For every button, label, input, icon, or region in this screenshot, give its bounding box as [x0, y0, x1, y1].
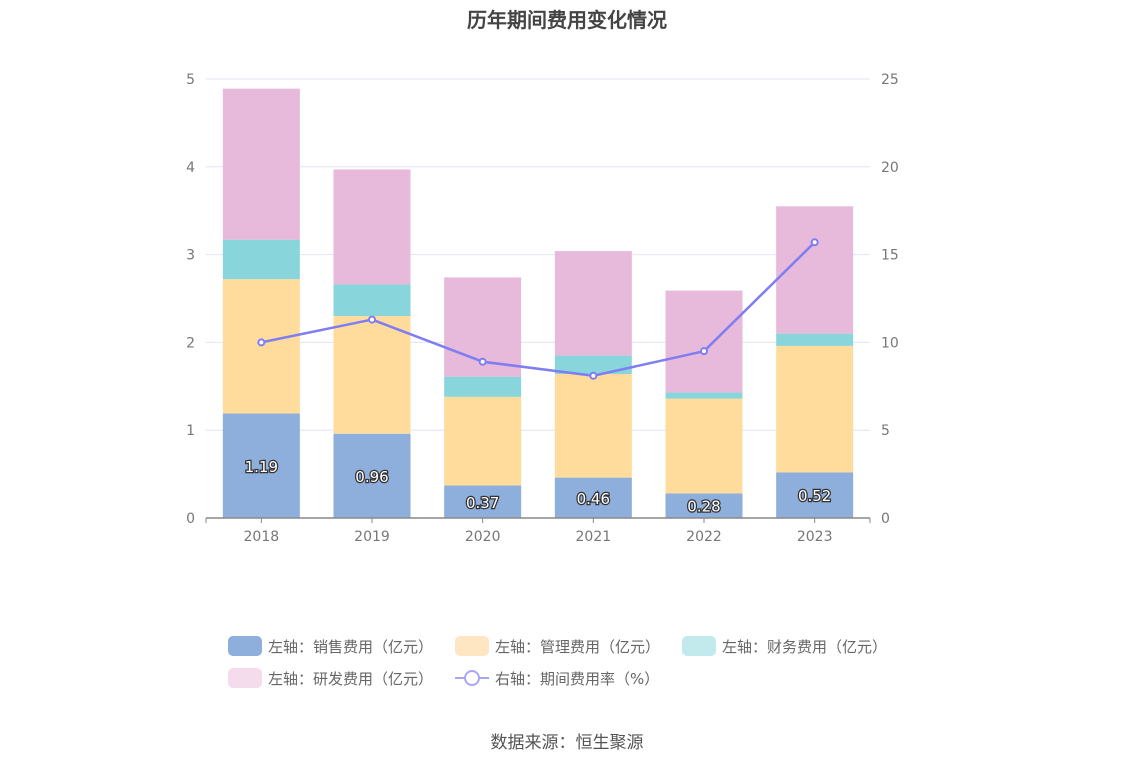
legend-item-admin[interactable]: 左轴：管理费用（亿元）: [455, 636, 660, 657]
y-right-tick-label: 10: [881, 335, 899, 351]
y-left-tick-label: 0: [186, 511, 195, 527]
bar-segment: [333, 316, 411, 434]
y-left-tick-label: 1: [186, 423, 195, 439]
y-right-tick-label: 20: [881, 160, 899, 176]
y-left-tick-label: 3: [186, 248, 195, 264]
legend: 左轴：销售费用（亿元） 左轴：管理费用（亿元） 左轴：财务费用（亿元） 左轴：研…: [228, 630, 928, 694]
bar-data-label: 0.46: [577, 490, 610, 508]
bar-segment: [665, 493, 743, 518]
legend-label-finance: 左轴：财务费用（亿元）: [722, 637, 888, 656]
y-left-tick-label: 5: [186, 72, 195, 88]
x-tick-label: 2022: [686, 529, 722, 545]
expense-ratio-point: [810, 238, 819, 247]
bar-segment: [222, 239, 300, 280]
legend-swatch-admin: [455, 636, 490, 656]
bar-segment: [444, 396, 522, 486]
legend-swatch-finance: [682, 636, 717, 656]
y-right-tick-label: 25: [881, 72, 899, 88]
legend-label-rnd: 左轴：研发费用（亿元）: [268, 669, 434, 688]
expense-ratio-line: [261, 241, 816, 378]
x-tick-label: 2019: [354, 529, 390, 545]
bar-segment: [444, 485, 522, 518]
bar-segment: [333, 169, 411, 285]
bar-segment: [665, 392, 743, 399]
legend-line-icon: [455, 668, 490, 688]
x-tick-label: 2020: [465, 529, 501, 545]
x-tick-label: 2018: [244, 529, 280, 545]
bar-data-label: 0.28: [687, 498, 720, 516]
y-right-tick-label: 0: [881, 511, 890, 527]
y-right-tick-label: 5: [881, 423, 890, 439]
y-right-tick-label: 15: [881, 248, 899, 264]
bar-data-label: 0.96: [355, 468, 388, 486]
legend-item-sales[interactable]: 左轴：销售费用（亿元）: [228, 636, 433, 657]
legend-label-expense-ratio: 右轴：期间费用率（%）: [495, 669, 660, 688]
expense-ratio-point: [589, 371, 598, 380]
bar-segment: [776, 206, 854, 334]
expense-ratio-point: [257, 338, 266, 347]
bar-segment: [776, 345, 854, 473]
bar-segment: [554, 477, 632, 518]
expense-ratio-point: [700, 347, 708, 356]
bar-segment: [776, 472, 854, 518]
bar-segment: [333, 433, 411, 518]
bar-segment: [222, 413, 300, 518]
chart-title: 历年期间费用变化情况: [467, 8, 667, 32]
data-source-note: 数据来源：恒生聚源: [490, 733, 644, 753]
legend-item-finance[interactable]: 左轴：财务费用（亿元）: [682, 636, 887, 657]
bar-data-label: 0.52: [798, 487, 831, 505]
bar-data-label: 1.19: [245, 458, 278, 476]
x-tick-label: 2023: [797, 529, 833, 545]
bar-segment: [554, 251, 632, 356]
bar-data-label: 0.37: [466, 494, 499, 512]
bar-segment: [333, 284, 411, 317]
bar-segment: [776, 333, 854, 346]
y-left-tick-label: 2: [186, 335, 195, 351]
bar-segment: [444, 376, 522, 397]
bar-segment: [554, 374, 632, 478]
legend-swatch-sales: [228, 636, 262, 656]
bar-segment: [222, 88, 300, 240]
bar-segment: [554, 355, 632, 375]
y-left-tick-label: 4: [186, 160, 195, 176]
legend-item-expense-ratio[interactable]: 右轴：期间费用率（%）: [455, 668, 659, 689]
legend-swatch-rnd: [228, 668, 262, 688]
bar-segment: [665, 290, 743, 393]
legend-label-sales: 左轴：销售费用（亿元）: [268, 637, 434, 656]
x-tick-label: 2021: [576, 529, 612, 545]
expense-ratio-point: [368, 315, 376, 324]
bar-segment: [665, 398, 743, 494]
legend-label-admin: 左轴：管理费用（亿元）: [495, 637, 661, 656]
expense-ratio-point: [478, 357, 487, 366]
legend-item-rnd[interactable]: 左轴：研发费用（亿元）: [228, 668, 433, 689]
